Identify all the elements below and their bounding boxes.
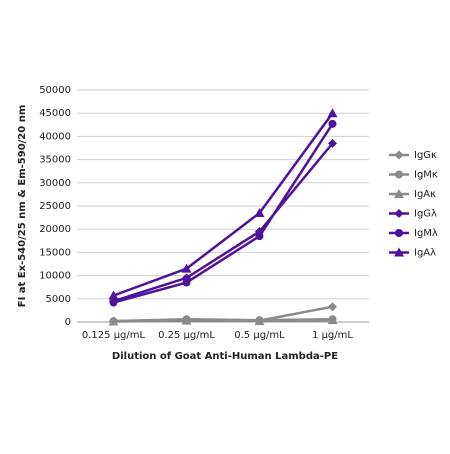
y-tick-label: 40000 [39,131,71,142]
y-tick-label: 50000 [39,85,71,96]
series-line [113,142,334,303]
x-axis-title: Dilution of Goat Anti-Human Lambda-PE [112,351,338,362]
data-point [108,290,119,300]
legend-marker [394,247,404,257]
y-tick-label: 15000 [39,247,71,258]
data-point [255,232,264,241]
y-axis-title: FI at Ex-540/25 nm & Em-590/20 nm [17,105,28,308]
data-point [181,263,192,273]
y-tick-label: 5000 [46,294,71,305]
legend-marker [394,209,404,218]
data-point [328,302,337,312]
data-point [108,316,119,326]
y-tick-label: 45000 [39,108,71,119]
y-tick-label: 35000 [39,155,71,166]
legend-label: IgMλ [414,228,438,239]
legend-marker [395,229,403,237]
x-tick-label: 0.5 µg/mL [234,330,285,341]
y-tick-label: 20000 [39,224,71,235]
legend-label: IgAλ [414,248,436,259]
data-point [328,138,337,148]
data-point [109,298,118,307]
legend-marker [394,189,404,198]
legend-label: IgAκ [414,189,436,200]
data-point [327,315,338,325]
x-tick-label: 0.25 µg/mL [158,330,215,341]
data-point [327,108,338,118]
series-line [113,123,334,304]
series-line [113,318,333,323]
legend-marker [394,150,404,160]
data-point [181,315,192,325]
data-point [254,207,265,217]
y-tick-label: 25000 [39,201,71,212]
data-point [328,119,337,128]
x-tick-label: 0.125 µg/mL [82,330,146,341]
legend-label: IgGλ [414,209,437,220]
y-tick-label: 10000 [39,271,71,282]
legend-label: IgGκ [414,150,437,161]
y-tick-label: 30000 [39,178,71,189]
x-tick-label: 1 µg/mL [312,330,353,341]
y-tick-label: 0 [65,317,71,328]
legend-label: IgMκ [414,170,438,181]
data-point [182,278,191,287]
legend-marker [395,170,403,179]
data-point [254,316,265,326]
series-line [113,112,334,297]
